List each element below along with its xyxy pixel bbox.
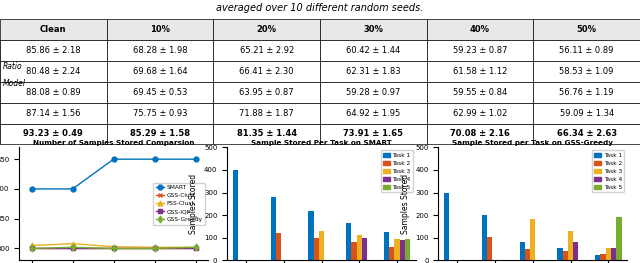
SMART: [151, 158, 159, 161]
GSS-Greedy: [68, 246, 76, 249]
GSS-Clust: [151, 247, 159, 250]
FSS-Clust: [192, 246, 200, 249]
Bar: [362, 238, 367, 260]
Bar: [351, 242, 356, 260]
GSS-Clust: [192, 247, 200, 250]
Bar: [600, 254, 605, 260]
Y-axis label: Samples Stored: Samples Stored: [401, 174, 410, 234]
GSS-Greedy: [192, 246, 200, 249]
Bar: [314, 238, 319, 260]
FSS-Clust: [151, 246, 159, 249]
SMART: [192, 158, 200, 161]
Bar: [520, 242, 525, 260]
Bar: [595, 255, 600, 260]
GSS-Greedy: [28, 247, 35, 250]
GSS-IQP: [192, 247, 200, 250]
Line: GSS-IQP: GSS-IQP: [29, 246, 198, 251]
Bar: [346, 223, 351, 260]
Line: FSS-Clust: FSS-Clust: [29, 241, 198, 250]
Legend: Task 1, Task 2, Task 3, Task 4, Task 5: Task 1, Task 2, Task 3, Task 4, Task 5: [381, 150, 413, 192]
Bar: [563, 251, 568, 260]
SMART: [110, 158, 118, 161]
Bar: [611, 248, 616, 260]
Bar: [384, 232, 389, 260]
GSS-Greedy: [110, 247, 118, 250]
Title: Sample Stored per Task on GSS-Greedy: Sample Stored per Task on GSS-Greedy: [452, 139, 613, 145]
Bar: [308, 211, 314, 260]
Bar: [233, 170, 238, 260]
Legend: SMART, GSS-Clust, FSS-Clust, GSS-IQP, GSS-Greedy: SMART, GSS-Clust, FSS-Clust, GSS-IQP, GS…: [153, 183, 205, 225]
Bar: [319, 231, 324, 260]
Bar: [405, 239, 410, 260]
GSS-Greedy: [151, 247, 159, 250]
Bar: [389, 247, 394, 260]
Line: GSS-Clust: GSS-Clust: [29, 246, 198, 251]
FSS-Clust: [110, 245, 118, 248]
GSS-Clust: [28, 247, 35, 250]
SMART: [28, 187, 35, 190]
GSS-IQP: [151, 247, 159, 250]
Bar: [525, 249, 530, 260]
GSS-IQP: [68, 247, 76, 250]
Title: Sample Stored Per Task on SMART: Sample Stored Per Task on SMART: [252, 139, 392, 145]
GSS-IQP: [28, 247, 35, 250]
Text: averaged over 10 different random seeds.: averaged over 10 different random seeds.: [216, 3, 424, 13]
FSS-Clust: [68, 242, 76, 245]
Bar: [573, 242, 579, 260]
Bar: [356, 235, 362, 260]
Line: SMART: SMART: [29, 157, 198, 191]
Bar: [616, 218, 621, 260]
Bar: [568, 231, 573, 260]
GSS-Clust: [110, 247, 118, 250]
Title: Number of Samples Stored Comparsion: Number of Samples Stored Comparsion: [33, 139, 195, 145]
Bar: [400, 240, 405, 260]
GSS-IQP: [110, 247, 118, 250]
Bar: [482, 215, 487, 260]
Bar: [487, 237, 492, 260]
SMART: [68, 187, 76, 190]
GSS-Clust: [68, 247, 76, 250]
Text: Ratio: Ratio: [3, 62, 23, 71]
Line: GSS-Greedy: GSS-Greedy: [29, 245, 198, 251]
Bar: [557, 248, 563, 260]
Bar: [530, 219, 536, 260]
Text: Model: Model: [3, 79, 26, 88]
Bar: [394, 239, 400, 260]
Bar: [605, 248, 611, 260]
Y-axis label: Samples Stored: Samples Stored: [189, 174, 198, 234]
FSS-Clust: [28, 244, 35, 247]
Bar: [276, 233, 281, 260]
Bar: [444, 193, 449, 260]
Legend: Task 1, Task 2, Task 3, Task 4, Task 5: Task 1, Task 2, Task 3, Task 4, Task 5: [592, 150, 624, 192]
Bar: [271, 197, 276, 260]
